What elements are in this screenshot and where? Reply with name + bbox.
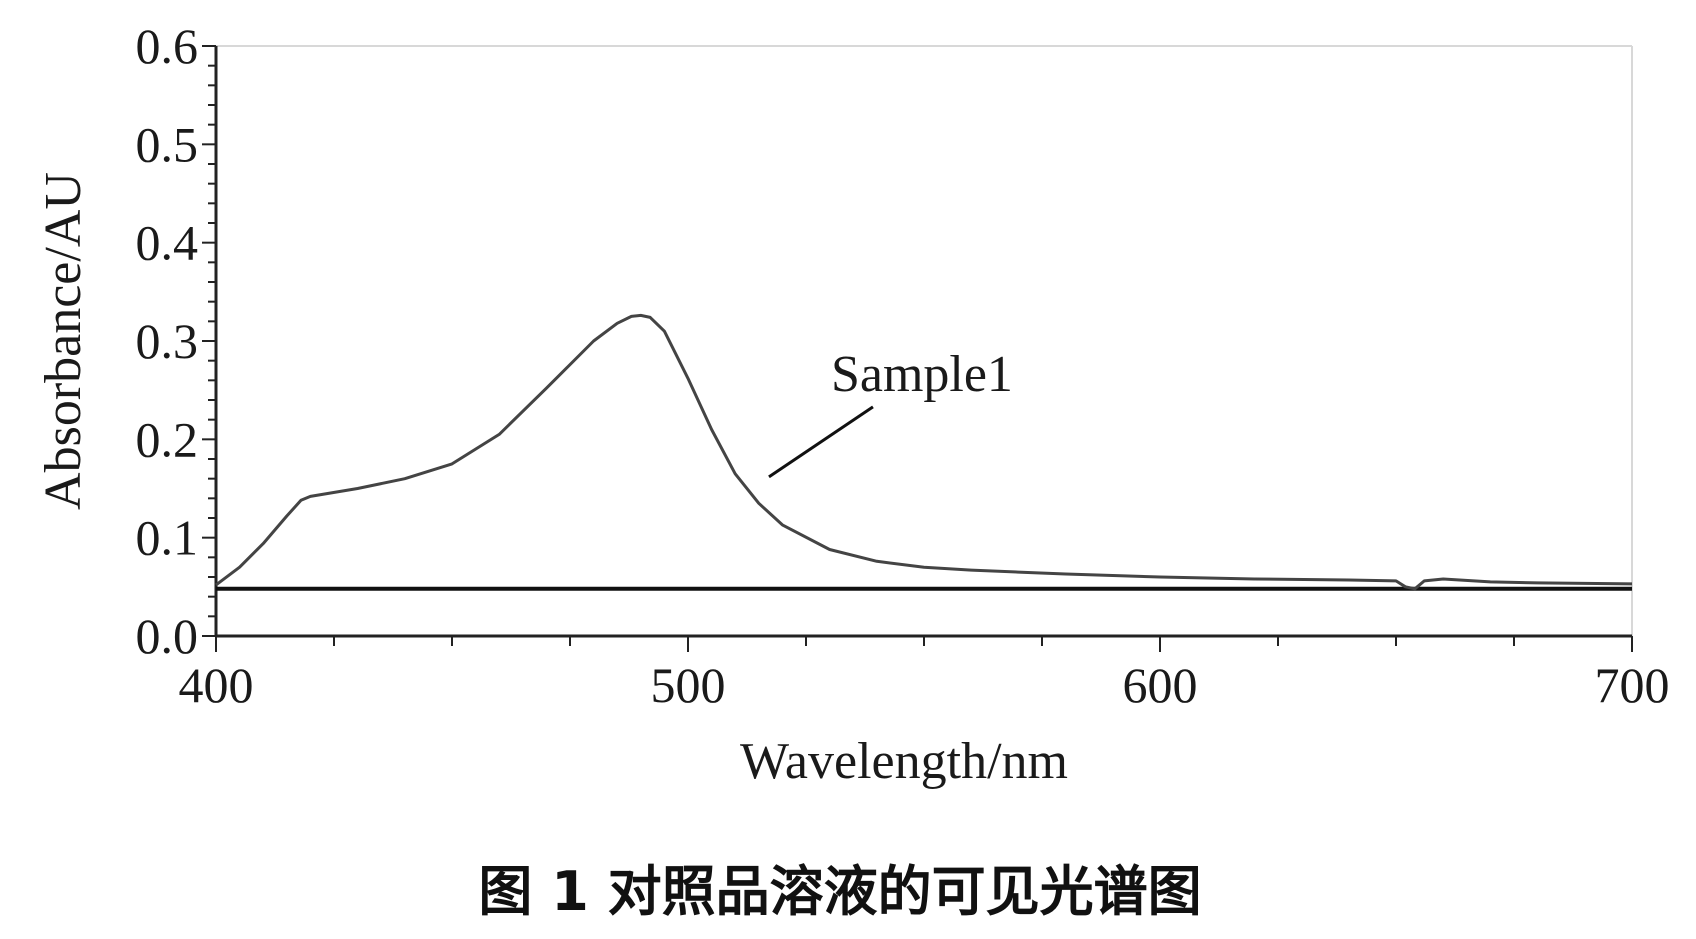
y-tick-label: 0.6: [136, 18, 199, 74]
x-tick-label: 400: [179, 657, 254, 713]
annotation-leader: [768, 405, 874, 479]
x-tick-label: 700: [1595, 657, 1670, 713]
y-tick-label: 0.0: [136, 608, 199, 664]
plot-area: Sample1: [215, 313, 1633, 591]
annotation-label: Sample1: [831, 346, 1013, 403]
y-tick-label: 0.1: [136, 510, 199, 566]
y-tick-label: 0.3: [136, 313, 199, 369]
y-tick-label: 0.4: [136, 215, 199, 271]
figure-caption: 图 1 对照品溶液的可见光谱图: [478, 860, 1201, 923]
x-axis-title: Wavelength/nm: [740, 733, 1068, 790]
y-tick-label: 0.5: [136, 116, 199, 172]
y-tick-label: 0.2: [136, 411, 199, 467]
x-tick-label: 600: [1123, 657, 1198, 713]
axes: 0.0 0.1 0.2 0.3 0.4 0.5 0.6 400 500 600 700 Wavelen…: [35, 18, 1670, 790]
series-line-sample1: [215, 313, 1633, 591]
y-axis-title: Absorbance/AU: [35, 172, 92, 510]
x-tick-label: 500: [651, 657, 726, 713]
